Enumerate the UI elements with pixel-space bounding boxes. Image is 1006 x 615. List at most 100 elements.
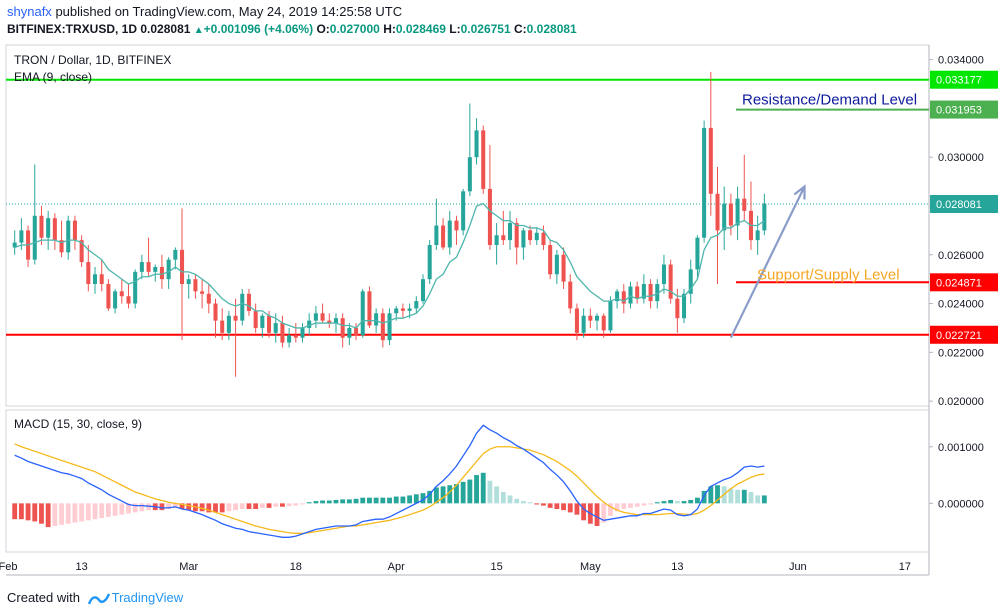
candle-body <box>474 130 479 158</box>
candle-body <box>173 249 178 260</box>
trend-arrow <box>729 185 806 339</box>
publish-info: published on TradingView.com, May 24, 20… <box>55 4 403 19</box>
macd-histogram-bar <box>648 503 653 505</box>
level-price-badge <box>930 325 998 344</box>
symbol: BITFINEX:TRXUSD, 1D <box>7 22 138 36</box>
macd-histogram-bar <box>179 503 185 510</box>
level-price-badge <box>930 273 998 292</box>
macd-histogram-bar <box>18 503 24 520</box>
candle-body <box>12 242 17 248</box>
macd-histogram-bar <box>507 495 513 504</box>
last-price: 0.028081 <box>140 22 191 36</box>
macd-histogram-bar <box>132 503 138 513</box>
low-value: 0.026751 <box>460 22 511 36</box>
macd-histogram-bar <box>433 487 439 504</box>
macd-histogram-bar <box>755 495 761 504</box>
macd-histogram-bar <box>246 503 252 510</box>
macd-histogram-bar <box>661 501 667 504</box>
macd-histogram-bar <box>601 503 607 523</box>
macd-histogram-bar <box>574 503 580 515</box>
macd-histogram-bar <box>681 501 687 504</box>
candle-body <box>186 279 191 285</box>
macd-histogram-bar <box>520 501 526 504</box>
candle-body <box>447 220 452 248</box>
macd-histogram-bar <box>39 503 44 524</box>
candle-body <box>267 315 272 333</box>
macd-histogram-bar <box>634 503 640 507</box>
candle-body <box>641 284 646 299</box>
macd-histogram-bar <box>694 497 700 504</box>
candle-body <box>52 218 57 241</box>
candle-body <box>702 127 707 238</box>
macd-histogram-bar <box>226 503 232 512</box>
candle-body <box>595 315 600 321</box>
level-price-badge <box>930 100 998 119</box>
time-tick-label: 18 <box>290 561 302 573</box>
macd-histogram-bar <box>360 497 366 504</box>
candle-body <box>481 130 486 189</box>
candle-body <box>561 254 566 282</box>
candle-body <box>313 313 318 321</box>
author-name[interactable]: shynafx <box>7 4 52 19</box>
macd-histogram-bar <box>172 503 178 508</box>
candle-body <box>374 313 379 326</box>
candle-body <box>59 240 64 253</box>
macd-histogram-bar <box>427 490 433 504</box>
macd-histogram-bar <box>581 503 587 521</box>
candle-body <box>755 230 760 241</box>
macd-histogram-bar <box>561 503 566 511</box>
candle-body <box>193 279 198 292</box>
macd-histogram-bar <box>239 503 245 510</box>
price-tick-label: 0.030000 <box>938 152 984 164</box>
candle-body <box>166 259 171 280</box>
candle-body <box>79 240 84 263</box>
macd-histogram-bar <box>219 503 225 513</box>
candle-body <box>655 284 660 302</box>
candle-body <box>762 203 767 231</box>
candle-body <box>220 320 225 333</box>
macd-histogram-bar <box>72 503 78 523</box>
candle-body <box>360 291 365 336</box>
tradingview-brand[interactable]: TradingView <box>111 590 184 605</box>
macd-histogram-bar <box>159 503 165 511</box>
macd-histogram-bar <box>534 503 540 505</box>
level-annotation: Support/Supply Level <box>757 266 900 283</box>
level-price-text: 0.031953 <box>936 105 982 117</box>
trend-arrow-head <box>793 184 806 200</box>
candle-body <box>400 308 405 311</box>
candle-body <box>113 291 118 309</box>
candle-body <box>668 264 673 299</box>
candle-body <box>528 230 533 241</box>
macd-histogram-bar <box>474 475 479 504</box>
candle-body <box>507 223 513 241</box>
macd-histogram-bar <box>701 490 707 504</box>
candle-body <box>119 291 124 297</box>
macd-histogram-bar <box>420 493 426 504</box>
open-value: 0.027000 <box>329 22 380 36</box>
time-tick-label: 13 <box>671 561 683 573</box>
macd-histogram-bar <box>32 503 38 522</box>
candle-body <box>621 291 626 304</box>
candle-body <box>46 218 51 238</box>
macd-histogram-bar <box>353 498 359 504</box>
candle-body <box>153 266 158 272</box>
candle-body <box>273 323 278 333</box>
candle-body <box>200 291 205 294</box>
macd-histogram-bar <box>748 492 754 504</box>
candle-body <box>347 327 352 338</box>
candle-body <box>554 254 559 275</box>
macd-histogram-bar <box>541 503 546 506</box>
candle-body <box>548 245 553 275</box>
time-tick-label: Mar <box>179 561 198 573</box>
macd-histogram-bar <box>233 503 239 511</box>
time-tick-label: 15 <box>490 561 502 573</box>
price-tick-label: 0.020000 <box>938 396 984 408</box>
candle-body <box>722 203 727 231</box>
candle-body <box>307 320 312 328</box>
candle-body <box>514 223 519 248</box>
candle-body <box>106 284 111 309</box>
candle-body <box>420 279 426 302</box>
candle-body <box>735 198 740 226</box>
candle-body <box>92 274 98 285</box>
